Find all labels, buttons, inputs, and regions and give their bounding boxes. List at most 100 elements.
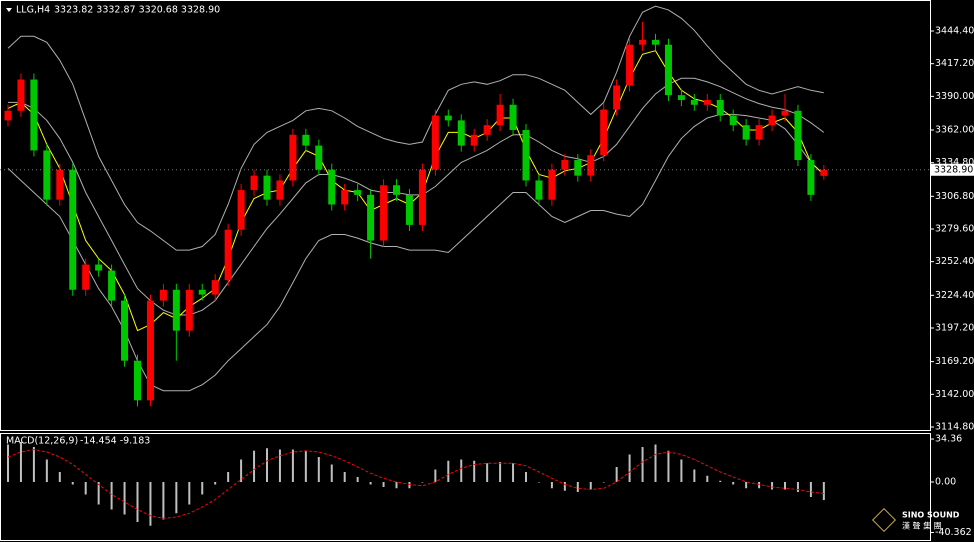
last-price-box bbox=[931, 163, 974, 176]
macd-bar bbox=[473, 460, 476, 482]
macd-bar bbox=[719, 480, 722, 482]
candle-body bbox=[328, 169, 336, 205]
candle-body bbox=[768, 115, 776, 126]
y-tick-label: 3444.40 bbox=[935, 25, 974, 36]
macd-bar bbox=[136, 482, 139, 522]
macd-bar bbox=[253, 450, 256, 482]
macd-bar bbox=[758, 482, 761, 489]
candle-body bbox=[470, 134, 478, 146]
macd-bar bbox=[706, 475, 709, 482]
last-price-label: 3328.90 bbox=[934, 164, 973, 175]
candle-body bbox=[211, 280, 219, 295]
logo-name: SINO SOUND bbox=[902, 511, 960, 520]
macd-bar bbox=[499, 462, 502, 482]
macd-bar bbox=[330, 464, 333, 482]
macd-bar bbox=[97, 482, 100, 505]
macd-bar bbox=[460, 459, 463, 482]
macd-bar bbox=[537, 482, 540, 483]
macd-bar bbox=[822, 482, 825, 501]
macd-bar bbox=[615, 467, 618, 482]
candle-body bbox=[393, 185, 400, 195]
macd-title: MACD(12,26,9) bbox=[6, 436, 78, 447]
candle-body bbox=[95, 264, 103, 271]
candle-body bbox=[431, 115, 439, 170]
candle-body bbox=[729, 115, 737, 126]
y-tick-label: 3390.00 bbox=[935, 91, 974, 102]
y-tick-label: -40.362 bbox=[935, 527, 972, 538]
candle-body bbox=[535, 180, 543, 200]
candle-body bbox=[716, 99, 724, 116]
y-tick-label: 3252.40 bbox=[935, 256, 974, 267]
menu-arrow[interactable] bbox=[6, 8, 12, 12]
candle-body bbox=[289, 134, 297, 181]
candle-body bbox=[276, 180, 284, 200]
candle-body bbox=[496, 104, 504, 126]
y-tick-label: 34.36 bbox=[935, 434, 962, 445]
macd-bar bbox=[486, 463, 489, 482]
macd-bar bbox=[589, 482, 592, 490]
candle-body bbox=[600, 109, 608, 156]
candle-body bbox=[587, 155, 595, 176]
macd-bar bbox=[602, 482, 605, 483]
macd-bar bbox=[434, 469, 437, 482]
y-tick-label: 3197.20 bbox=[935, 322, 974, 333]
candle-body bbox=[626, 44, 634, 86]
candle-body bbox=[807, 160, 815, 195]
candle-body bbox=[263, 175, 271, 200]
macd-bar bbox=[291, 449, 294, 482]
macd-bar bbox=[771, 482, 774, 490]
macd-bar bbox=[240, 459, 243, 482]
macd-bar bbox=[19, 442, 22, 482]
macd-bar bbox=[175, 482, 178, 514]
macd-bar bbox=[447, 460, 450, 482]
bollinger-band bbox=[7, 113, 825, 392]
macd-bar bbox=[71, 482, 74, 485]
y-tick-label: 3142.00 bbox=[935, 389, 974, 400]
macd-bar bbox=[45, 459, 48, 482]
macd-bar bbox=[732, 482, 735, 485]
macd-bar bbox=[563, 482, 566, 491]
candle-body bbox=[548, 169, 556, 200]
macd-bar bbox=[110, 482, 113, 510]
macd-bar bbox=[796, 482, 799, 492]
candle-body bbox=[457, 120, 465, 146]
macd-bar bbox=[123, 482, 126, 515]
candle-body bbox=[302, 134, 310, 146]
candle-body bbox=[755, 125, 763, 140]
candle-body bbox=[56, 169, 64, 200]
macd-bar bbox=[576, 482, 579, 492]
y-tick-label: 0.00 bbox=[935, 477, 956, 488]
logo: SINO SOUND 漢 聲 集 團 bbox=[871, 507, 960, 533]
candle-body bbox=[30, 79, 38, 151]
candle-body bbox=[69, 169, 77, 290]
macd-bar bbox=[421, 482, 424, 483]
candle-body bbox=[613, 85, 621, 110]
candle-body bbox=[561, 160, 569, 170]
y-tick-label: 3224.40 bbox=[935, 290, 974, 301]
macd-bar bbox=[32, 447, 35, 482]
candle-body bbox=[108, 270, 116, 301]
candle-body bbox=[341, 190, 349, 205]
candle-body bbox=[418, 169, 426, 225]
price-panel bbox=[0, 0, 931, 431]
macd-values: -14.454 -9.183 bbox=[80, 436, 150, 447]
candle-body bbox=[237, 190, 245, 230]
candle-body bbox=[380, 185, 388, 241]
macd-bar bbox=[654, 444, 657, 482]
candle-body bbox=[405, 194, 413, 225]
candle-body bbox=[677, 95, 685, 100]
candle-body bbox=[794, 110, 802, 161]
macd-bar bbox=[227, 472, 230, 482]
candle-body bbox=[134, 360, 141, 401]
macd-bar bbox=[641, 447, 644, 482]
macd-bar bbox=[304, 450, 307, 482]
ohlc-label: 3323.82 3332.87 3320.68 3328.90 bbox=[54, 5, 220, 16]
symbol-label: LLG,H4 bbox=[16, 5, 50, 16]
candle-body bbox=[664, 44, 672, 96]
candle-body bbox=[185, 289, 193, 331]
macd-bar bbox=[214, 482, 217, 485]
macd-bar bbox=[809, 482, 812, 497]
y-tick-label: 3279.60 bbox=[935, 223, 974, 234]
candle-body bbox=[522, 129, 530, 181]
